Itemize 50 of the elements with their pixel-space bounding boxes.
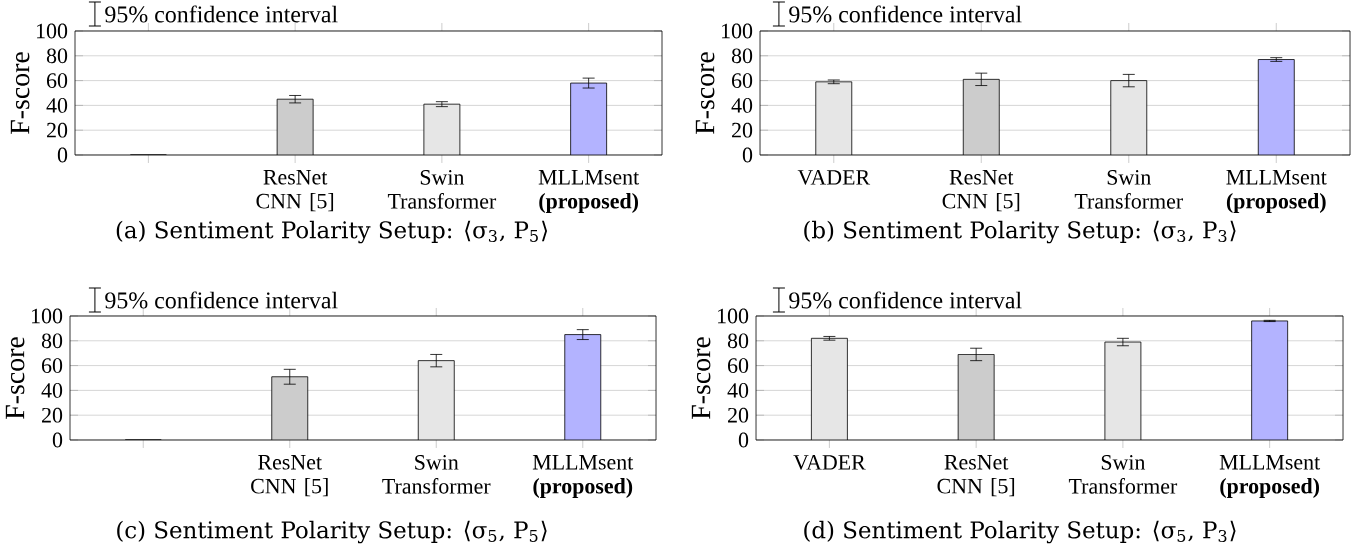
y-tick-label: 0 [52, 432, 63, 448]
y-tick-label: 60 [732, 73, 753, 88]
y-tick-label: 80 [727, 333, 749, 349]
y-tick-label: 100 [718, 308, 749, 324]
text: 95% confidence interval [789, 291, 1022, 309]
y-tick-label: 0 [57, 147, 68, 163]
x-tick-label: Swin Transformer [1074, 170, 1183, 209]
y-axis-title: F-score [695, 52, 715, 135]
x-tick-label: MLLMsent (proposed) [538, 170, 640, 213]
x-tick-label: ResNet CNN [5] [256, 170, 334, 212]
y-tick-label: 100 [32, 308, 63, 324]
text: (d) Sentiment Polarity Setup: ⟨σ$_{5}$, P$_{3}$⟩ [804, 520, 1236, 544]
text: (a) Sentiment Polarity Setup: ⟨σ$_{3}$, P$_{5}$⟩ [116, 220, 548, 244]
y-tick-label: 40 [731, 98, 753, 113]
x-tick-label: MLLMsent (proposed) [1219, 455, 1321, 498]
y-tick-label: 0 [742, 147, 753, 163]
x-tick-label: VADER [797, 170, 871, 185]
y-tick-label: 100 [37, 23, 68, 39]
y-tick-label: 60 [41, 358, 63, 373]
text: (b) Sentiment Polarity Setup: ⟨σ$_{3}$, P$_{3}$⟩ [804, 220, 1236, 244]
y-tick-label: 80 [731, 48, 753, 64]
x-tick-label: ResNet CNN [5] [942, 170, 1020, 212]
y-tick-label: 20 [42, 407, 63, 423]
y-tick-label: 0 [738, 432, 749, 448]
x-tick-label: Swin Transformer [1068, 455, 1178, 494]
text: 95% confidence interval [105, 5, 338, 23]
x-tick-label: Swin Transformer [382, 455, 491, 494]
y-tick-label: 100 [722, 23, 753, 39]
y-tick-label: 20 [728, 407, 749, 423]
y-tick-label: 20 [732, 122, 753, 138]
y-tick-label: 80 [46, 48, 68, 64]
y-tick-label: 40 [727, 383, 749, 398]
x-tick-label: ResNet CNN [5] [251, 455, 328, 497]
x-tick-label: MLLMsent (proposed) [532, 455, 634, 498]
x-tick-label: VADER [793, 455, 866, 470]
x-tick-label: MLLMsent (proposed) [1226, 170, 1327, 213]
y-axis-title: F-score [5, 337, 25, 420]
y-axis-title: F-score [691, 337, 711, 420]
y-tick-label: 60 [46, 73, 68, 88]
y-axis-title: F-score [10, 52, 30, 135]
text: (c) Sentiment Polarity Setup: ⟨σ$_{5}$, P$_{5}$⟩ [117, 520, 547, 544]
y-tick-label: 60 [728, 358, 749, 373]
x-tick-label: Swin Transformer [387, 170, 497, 209]
y-tick-label: 20 [47, 122, 68, 138]
x-tick-label: ResNet CNN [5] [937, 455, 1015, 497]
text: 95% confidence interval [789, 5, 1022, 23]
y-tick-label: 40 [46, 98, 68, 113]
text: 95% confidence interval [105, 291, 338, 309]
y-tick-label: 40 [41, 383, 63, 398]
y-tick-label: 80 [41, 333, 63, 349]
